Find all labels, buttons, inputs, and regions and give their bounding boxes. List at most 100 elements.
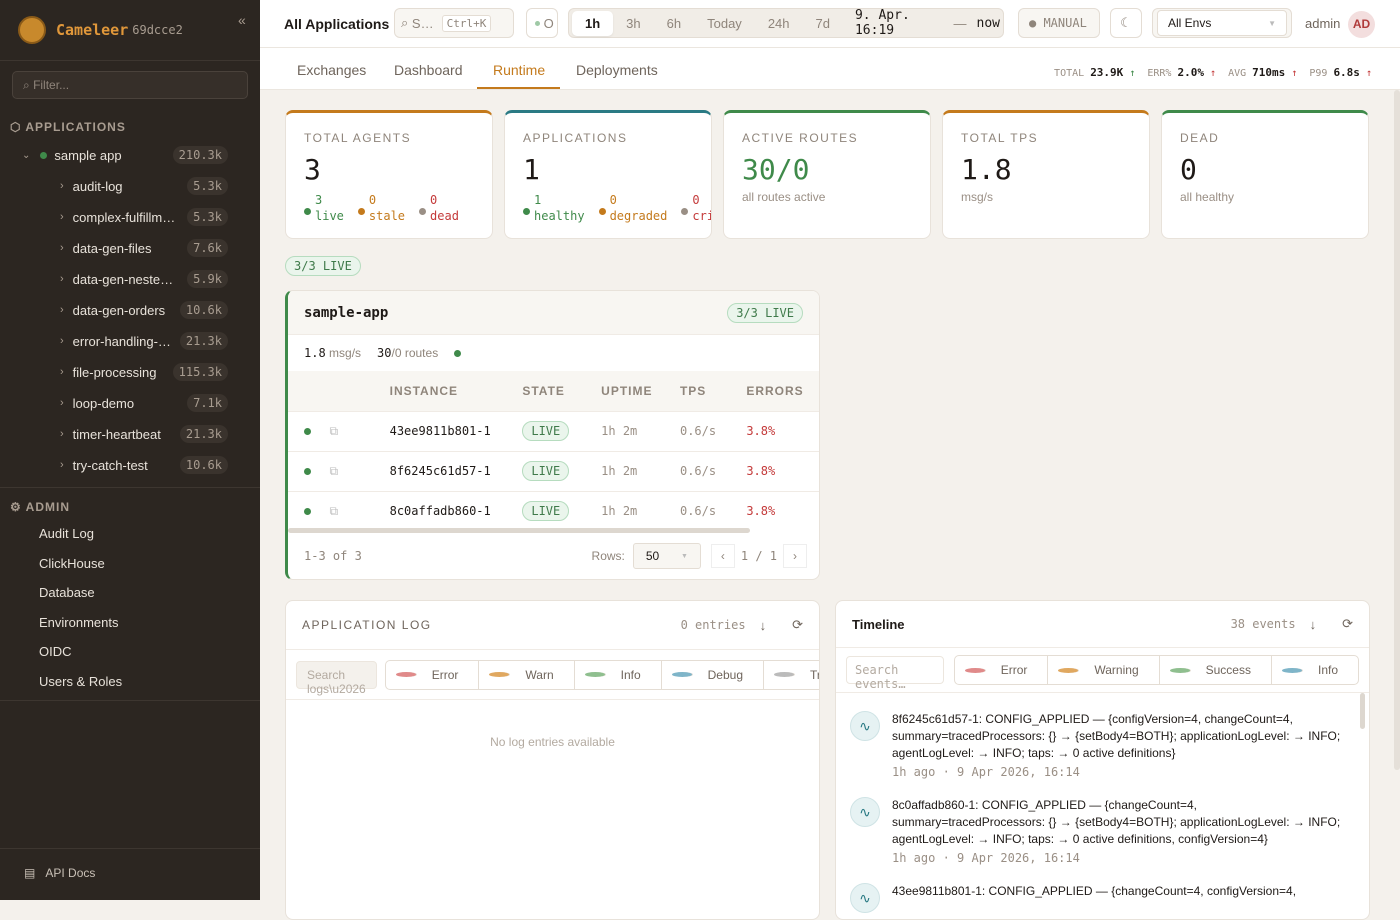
timeline-event[interactable]: ∿ 43ee9811b801-1: CONFIG_APPLIED — {chang… <box>850 883 1350 913</box>
sidebar-admin-item[interactable]: OIDC <box>39 644 72 659</box>
level-filter[interactable]: Trace <box>764 661 819 689</box>
level-filter[interactable]: Debug <box>662 660 765 689</box>
log-level-filters: ErrorWarnInfoDebugTrace <box>384 659 819 690</box>
column-header[interactable]: UPTIME <box>601 371 680 411</box>
search-icon: ⌕ <box>401 15 409 30</box>
chevron-right-icon: › <box>60 428 64 440</box>
sidebar-route[interactable]: › timer-heartbeat 21.3k <box>60 423 228 445</box>
brand-name: Cameleer <box>56 21 129 39</box>
rows-per-page-select[interactable]: 50 ▼ <box>632 543 701 569</box>
chevron-right-icon: › <box>60 180 64 192</box>
stat-card: TOTAL AGENTS 3 3 live 0 stale 0 dead <box>285 110 493 239</box>
status-dot <box>454 349 462 357</box>
collapse-sidebar-icon[interactable]: « <box>238 12 246 28</box>
prev-page-button[interactable]: ‹ <box>710 544 735 568</box>
range-option[interactable]: 7d <box>815 15 830 31</box>
sidebar-route[interactable]: › complex-fulfillm… 5.3k <box>60 206 228 228</box>
search-button[interactable]: ⌕ S… Ctrl+K <box>394 8 514 38</box>
range-from[interactable]: 9. Apr. 16:19 <box>854 8 910 38</box>
sidebar-admin-item[interactable]: Database <box>39 585 95 600</box>
sidebar-route[interactable]: › audit-log 5.3k <box>60 175 228 197</box>
sidebar-route[interactable]: › data-gen-neste… 5.9k <box>60 268 228 290</box>
sidebar-admin-item[interactable]: Users & Roles <box>39 673 123 689</box>
tab-runtime[interactable]: Runtime <box>493 62 546 78</box>
column-header[interactable]: STATE <box>522 371 602 411</box>
range-to[interactable]: now <box>976 15 1000 31</box>
range-option[interactable]: 3h <box>626 15 641 31</box>
sort-down-icon[interactable]: ↓ <box>1309 616 1317 632</box>
sidebar-route[interactable]: › data-gen-orders 10.6k <box>60 299 228 321</box>
kpi: AVG 710ms ↑ <box>1228 66 1298 79</box>
level-filter[interactable]: Info <box>1272 656 1358 684</box>
app-live-badge: 3/3 LIVE <box>727 302 803 323</box>
column-header[interactable]: TPS <box>679 371 747 411</box>
sidebar-app-sample[interactable]: ⌄ sample app 210.3k <box>22 145 228 165</box>
external-link-icon[interactable]: ⧉ <box>329 450 390 491</box>
sidebar-admin-item[interactable]: Environments <box>39 614 119 630</box>
kpi: ERR% 2.0% ↑ <box>1147 66 1217 79</box>
theme-toggle-moon-icon[interactable]: ☾ <box>1110 8 1142 38</box>
level-filter[interactable]: Error <box>386 660 480 689</box>
next-page-button[interactable]: › <box>783 544 807 568</box>
tab-exchanges[interactable]: Exchanges <box>297 62 367 78</box>
vertical-scrollbar[interactable] <box>1360 693 1365 729</box>
sidebar-route[interactable]: › error-handling-… 21.3k <box>60 330 228 352</box>
timeline-panel: Timeline 38 events ↓ ⟳ Search events… Er… <box>835 600 1370 920</box>
sidebar-route[interactable]: › data-gen-files 7.6k <box>60 237 228 259</box>
page-title: All Applications <box>284 16 390 32</box>
level-filter[interactable]: Error <box>955 656 1049 684</box>
api-docs-link[interactable]: ▤ API Docs <box>24 866 96 880</box>
sidebar-admin-item[interactable]: ClickHouse <box>39 555 105 571</box>
range-option[interactable]: Today <box>707 15 742 31</box>
chevron-right-icon: › <box>60 273 64 285</box>
level-filter[interactable]: Success <box>1160 656 1272 684</box>
arrow-up-icon: ↑ <box>1210 68 1217 79</box>
external-link-icon[interactable]: ⧉ <box>329 410 390 451</box>
sidebar-route[interactable]: › file-processing 115.3k <box>60 361 228 383</box>
stat-card: TOTAL TPS 1.8 msg/s <box>942 110 1150 239</box>
horizontal-scrollbar[interactable] <box>288 528 750 533</box>
log-search-input[interactable]: Search logs\u2026 <box>296 660 377 696</box>
external-link-icon[interactable]: ⧉ <box>329 490 390 531</box>
timeline-search-input[interactable]: Search events… <box>846 656 944 691</box>
applications-header[interactable]: ⬡ APPLICATIONS <box>10 120 126 134</box>
sidebar-admin-item[interactable]: Audit Log <box>39 526 94 541</box>
range-option[interactable]: 24h <box>767 15 790 31</box>
range-option[interactable]: 1h <box>572 10 614 36</box>
app-panel-title[interactable]: sample-app <box>304 304 389 321</box>
tab-dashboard[interactable]: Dashboard <box>394 62 463 78</box>
user-name[interactable]: admin <box>1305 16 1341 31</box>
page-scrollbar[interactable] <box>1394 90 1400 770</box>
admin-header[interactable]: ⚙ ADMIN <box>10 500 70 514</box>
brand[interactable]: Cameleer 69dcce2 <box>18 16 183 44</box>
timeline-event[interactable]: ∿ 8f6245c61d57-1: CONFIG_APPLIED — {confi… <box>850 711 1350 779</box>
level-filter[interactable]: Warning <box>1048 656 1160 684</box>
app-name: sample app <box>54 147 122 163</box>
refresh-mode-button[interactable]: ● MANUAL <box>1018 8 1100 38</box>
live-summary-badge: 3/3 LIVE <box>285 256 361 276</box>
sidebar-route[interactable]: › loop-demo 7.1k <box>60 392 228 414</box>
filter-input[interactable]: ⌕ Filter... <box>12 71 248 99</box>
avatar[interactable]: AD <box>1348 11 1375 38</box>
refresh-icon[interactable]: ⟳ <box>1342 616 1353 631</box>
refresh-icon[interactable]: ⟳ <box>792 617 803 632</box>
sidebar-route[interactable]: › try-catch-test 10.6k <box>60 454 228 476</box>
env-select[interactable]: All Envs ▼ <box>1152 8 1292 38</box>
time-range-selector[interactable]: 1h 3h 6h Today 24h 7d 9. Apr. 16:19 — now <box>568 8 1004 38</box>
timeline-event[interactable]: ∿ 8c0affadb860-1: CONFIG_APPLIED — {chang… <box>850 797 1350 865</box>
tab-deployments[interactable]: Deployments <box>576 62 658 78</box>
sidebar: Cameleer 69dcce2 « ⌕ Filter... ⬡ APPLICA… <box>0 0 260 900</box>
status-indicator[interactable]: O <box>526 8 558 38</box>
range-option[interactable]: 6h <box>666 15 682 31</box>
breakdown-item: 0 stale <box>357 192 405 224</box>
stat-card: APPLICATIONS11healthy0degraded0critical <box>504 110 712 239</box>
chevron-right-icon: › <box>60 459 64 471</box>
level-filter[interactable]: Info <box>575 660 662 689</box>
column-header[interactable]: ERRORS <box>746 371 819 411</box>
column-header[interactable]: INSTANCE <box>389 371 523 411</box>
sort-down-icon[interactable]: ↓ <box>759 617 767 633</box>
level-filter[interactable]: Warn <box>479 660 575 689</box>
